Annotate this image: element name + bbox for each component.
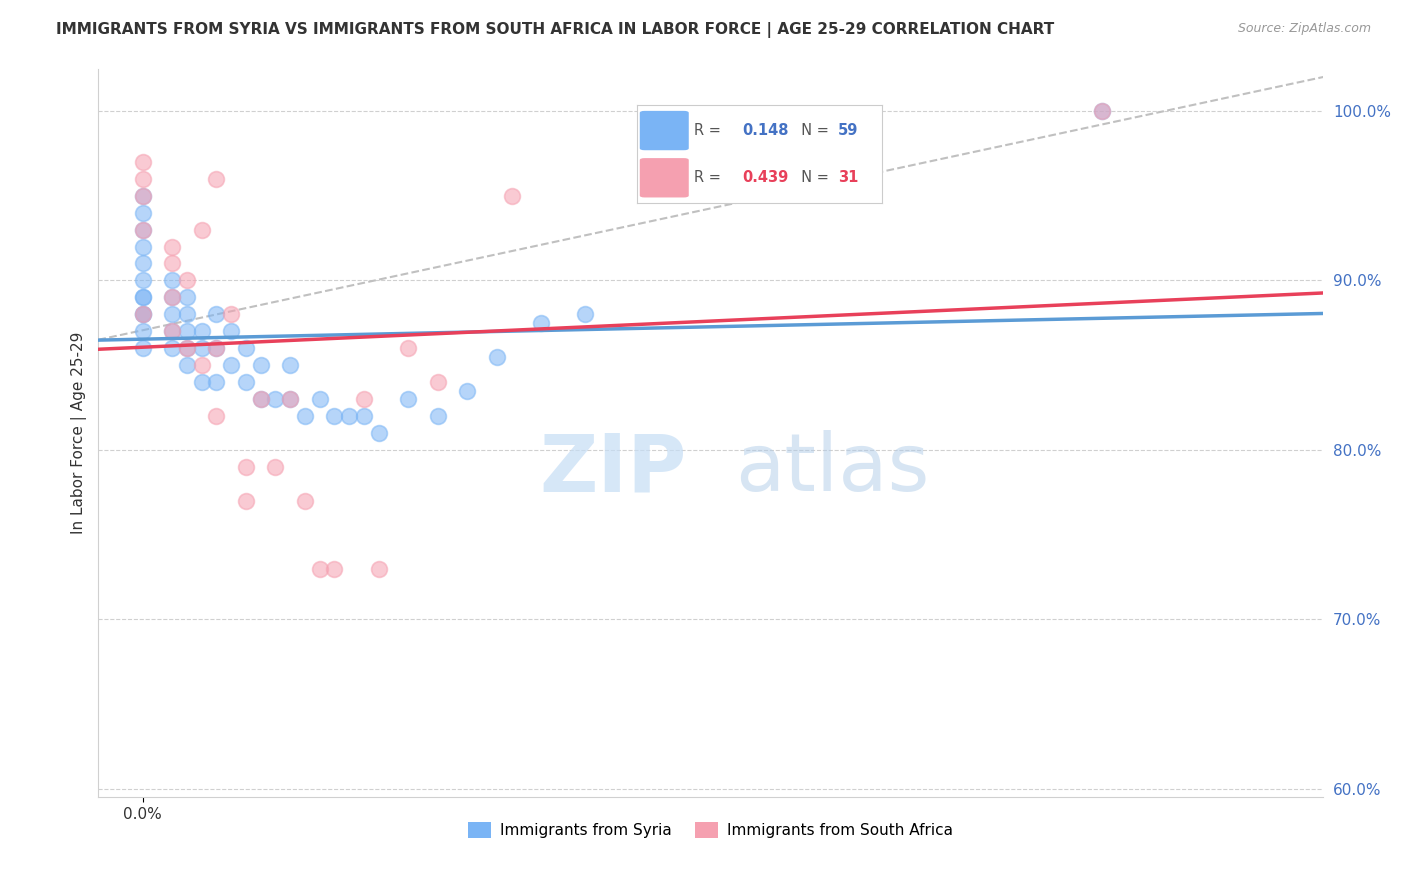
Text: ZIP: ZIP	[538, 431, 686, 508]
Point	[323, 409, 346, 423]
Point	[131, 256, 153, 270]
Point	[205, 341, 228, 355]
Point	[205, 307, 228, 321]
Point	[353, 392, 375, 406]
Text: atlas: atlas	[735, 431, 929, 508]
Point	[278, 358, 301, 372]
Point	[308, 392, 330, 406]
Point	[1091, 103, 1114, 118]
Text: Source: ZipAtlas.com: Source: ZipAtlas.com	[1237, 22, 1371, 36]
Point	[219, 324, 242, 338]
Point	[131, 239, 153, 253]
Point	[131, 307, 153, 321]
Point	[278, 392, 301, 406]
Point	[131, 307, 153, 321]
Point	[485, 350, 508, 364]
Point	[131, 188, 153, 202]
Point	[131, 222, 153, 236]
Point	[131, 222, 153, 236]
Point	[426, 409, 449, 423]
Point	[176, 324, 198, 338]
Point	[176, 341, 198, 355]
Point	[235, 375, 257, 389]
Point	[131, 290, 153, 304]
Point	[337, 409, 360, 423]
Point	[278, 392, 301, 406]
Point	[396, 392, 419, 406]
Point	[205, 375, 228, 389]
Point	[160, 341, 183, 355]
Point	[235, 459, 257, 474]
Point	[160, 256, 183, 270]
Point	[294, 493, 316, 508]
Point	[264, 459, 287, 474]
Point	[396, 341, 419, 355]
Point	[131, 154, 153, 169]
Point	[235, 493, 257, 508]
Point	[176, 358, 198, 372]
Point	[160, 239, 183, 253]
Point	[294, 409, 316, 423]
Point	[249, 392, 271, 406]
Point	[501, 188, 523, 202]
Point	[353, 409, 375, 423]
Point	[190, 341, 212, 355]
Point	[190, 324, 212, 338]
Point	[426, 375, 449, 389]
Point	[131, 307, 153, 321]
Point	[249, 392, 271, 406]
Point	[190, 375, 212, 389]
Point	[219, 358, 242, 372]
Point	[131, 324, 153, 338]
Point	[176, 273, 198, 287]
Point	[249, 358, 271, 372]
Point	[131, 273, 153, 287]
Point	[176, 290, 198, 304]
Point	[264, 392, 287, 406]
Point	[205, 171, 228, 186]
Point	[530, 316, 553, 330]
Point	[160, 290, 183, 304]
Point	[131, 171, 153, 186]
Point	[131, 188, 153, 202]
Point	[160, 324, 183, 338]
Point	[131, 341, 153, 355]
Point	[308, 561, 330, 575]
Point	[131, 290, 153, 304]
Point	[574, 307, 596, 321]
Point	[160, 273, 183, 287]
Point	[235, 341, 257, 355]
Point	[176, 307, 198, 321]
Text: IMMIGRANTS FROM SYRIA VS IMMIGRANTS FROM SOUTH AFRICA IN LABOR FORCE | AGE 25-29: IMMIGRANTS FROM SYRIA VS IMMIGRANTS FROM…	[56, 22, 1054, 38]
Point	[367, 425, 389, 440]
Point	[176, 341, 198, 355]
Point	[205, 409, 228, 423]
Point	[219, 307, 242, 321]
Point	[456, 384, 478, 398]
Point	[205, 341, 228, 355]
Legend: Immigrants from Syria, Immigrants from South Africa: Immigrants from Syria, Immigrants from S…	[463, 816, 959, 845]
Y-axis label: In Labor Force | Age 25-29: In Labor Force | Age 25-29	[72, 332, 87, 534]
Point	[323, 561, 346, 575]
Point	[160, 290, 183, 304]
Point	[1091, 103, 1114, 118]
Point	[131, 205, 153, 219]
Point	[190, 222, 212, 236]
Point	[190, 358, 212, 372]
Point	[367, 561, 389, 575]
Point	[160, 307, 183, 321]
Point	[160, 324, 183, 338]
